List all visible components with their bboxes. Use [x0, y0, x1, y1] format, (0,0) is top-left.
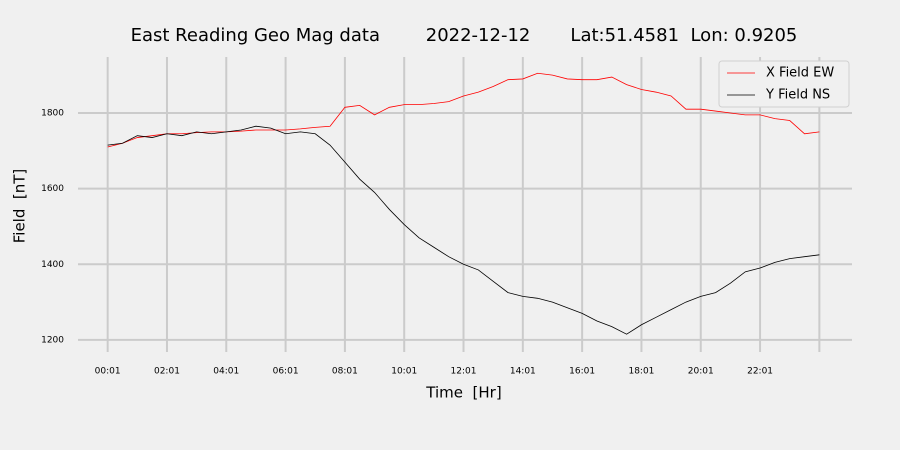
plot-lines	[107, 72, 820, 335]
legend: X Field EW Y Field NS	[718, 60, 850, 108]
x-tick-label: 06:01	[273, 367, 299, 377]
x-tick-label: 04:01	[213, 367, 239, 377]
x-tick-label: 12:01	[451, 367, 477, 377]
legend-label: X Field EW	[766, 66, 834, 81]
chart-title: East Reading Geo Mag data 2022-12-12 Lat…	[131, 25, 798, 46]
x-tick-label: 02:01	[154, 367, 180, 377]
x-tick-label: 20:01	[688, 367, 714, 377]
x-tick-label: 00:01	[95, 367, 121, 377]
y-tick-label: 1400	[41, 260, 64, 270]
data-line	[107, 125, 820, 335]
legend-box	[718, 60, 850, 108]
x-tick-label: 22:01	[747, 367, 773, 377]
y-axis-label: Field [nT]	[11, 169, 29, 244]
y-tick-label: 1600	[41, 184, 64, 194]
x-tick-label: 16:01	[569, 367, 595, 377]
x-tick-label: 10:01	[391, 367, 417, 377]
y-tick-label: 1800	[41, 108, 64, 118]
legend-label: Y Field NS	[765, 88, 830, 103]
x-tick-label: 18:01	[628, 367, 654, 377]
y-tick-label: 1200	[41, 335, 64, 345]
x-axis-label: Time [Hr]	[425, 384, 501, 402]
grid	[78, 57, 852, 352]
x-tick-label: 14:01	[510, 367, 536, 377]
x-tick-label: 08:01	[332, 367, 358, 377]
